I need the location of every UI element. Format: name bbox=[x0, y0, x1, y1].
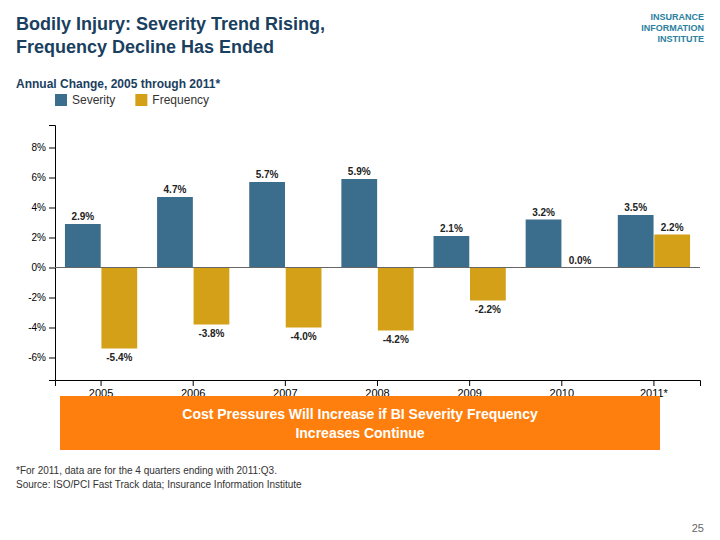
title: Bodily Injury: Severity Trend Rising, Fre… bbox=[16, 14, 325, 57]
data-label: 5.7% bbox=[256, 169, 279, 180]
legend: Severity Frequency bbox=[55, 93, 209, 107]
subtitle: Annual Change, 2005 through 2011* bbox=[16, 77, 220, 91]
y-tick-mark bbox=[49, 358, 55, 359]
y-tick: -4% bbox=[28, 322, 55, 333]
y-tick-mark bbox=[49, 178, 55, 179]
data-labels: 2.9% 4.7% 5.7% 5.9% 2.1% 3.2% 3.5% -5.4% -3.8% -4… bbox=[71, 166, 683, 363]
x-tick-mark bbox=[653, 380, 654, 386]
x-tick: 2006 bbox=[181, 380, 205, 399]
zero-line bbox=[55, 267, 700, 268]
data-label: 3.2% bbox=[532, 207, 555, 218]
bar bbox=[194, 268, 230, 325]
bars bbox=[65, 179, 690, 349]
x-tick: 2008 bbox=[365, 380, 389, 399]
legend-item: Frequency bbox=[135, 93, 209, 107]
bar bbox=[434, 236, 470, 268]
bar bbox=[470, 268, 506, 301]
legend-swatch bbox=[135, 94, 147, 106]
logo-text: INSTITUTE bbox=[658, 34, 705, 44]
y-tick-label: -2% bbox=[28, 292, 46, 303]
data-label: -3.8% bbox=[198, 328, 224, 339]
y-tick-label: 8% bbox=[32, 142, 47, 153]
x-tick-mark bbox=[285, 380, 286, 386]
x-tick: 2011* bbox=[640, 380, 669, 399]
y-axis-line bbox=[49, 126, 56, 381]
title-line: Frequency Decline Has Ended bbox=[16, 37, 274, 57]
bar bbox=[286, 268, 322, 328]
x-tick-mark bbox=[561, 380, 562, 386]
data-label: 5.9% bbox=[348, 166, 371, 177]
y-tick-mark bbox=[49, 268, 55, 269]
data-label: 2.9% bbox=[71, 211, 94, 222]
y-tick-mark bbox=[49, 298, 55, 299]
bar bbox=[65, 224, 101, 268]
data-label: 3.5% bbox=[624, 202, 647, 213]
y-axis: -6% -4% -2% 0% 2% 4% 6% 8% bbox=[28, 126, 55, 381]
data-label: -4.2% bbox=[383, 334, 409, 345]
y-tick: -2% bbox=[28, 292, 55, 303]
footer-box bbox=[60, 396, 660, 450]
x-tick-mark bbox=[377, 380, 378, 386]
legend-swatch bbox=[55, 94, 67, 106]
footnote: Source: ISO/PCI Fast Track data; Insuran… bbox=[16, 479, 302, 490]
y-tick-label: -4% bbox=[28, 322, 46, 333]
bar bbox=[618, 215, 654, 268]
title-line: Bodily Injury: Severity Trend Rising, bbox=[16, 14, 325, 34]
legend-label: Severity bbox=[72, 93, 115, 107]
x-tick-mark bbox=[469, 380, 470, 386]
logo-text: INSURANCE bbox=[650, 12, 704, 22]
x-tick-mark bbox=[101, 380, 102, 386]
data-label: 2.2% bbox=[661, 222, 684, 233]
x-axis: 2005 2006 2007 2008 2009 2010 2011* bbox=[56, 380, 701, 399]
bar bbox=[249, 182, 285, 268]
footnote: *For 2011, data are for the 4 quarters e… bbox=[16, 465, 277, 476]
y-tick-mark bbox=[49, 238, 55, 239]
y-tick-label: 4% bbox=[32, 202, 47, 213]
bar bbox=[341, 179, 377, 268]
x-tick: 2010 bbox=[550, 380, 574, 399]
data-label: 0.0% bbox=[569, 255, 592, 266]
logo-text: INFORMATION bbox=[641, 23, 704, 33]
data-label: -4.0% bbox=[291, 331, 317, 342]
y-tick-mark bbox=[49, 328, 55, 329]
legend-label: Frequency bbox=[152, 93, 209, 107]
footer-text: Cost Pressures Will Increase if BI Sever… bbox=[182, 406, 538, 441]
data-label: -5.4% bbox=[106, 352, 132, 363]
y-tick-label: -6% bbox=[28, 352, 46, 363]
legend-item: Severity bbox=[55, 93, 115, 107]
footer-text-line: Increases Continue bbox=[295, 425, 424, 441]
data-label: -2.2% bbox=[475, 304, 501, 315]
y-tick-label: 6% bbox=[32, 172, 47, 183]
y-tick-mark bbox=[49, 148, 55, 149]
bar bbox=[654, 235, 690, 268]
bar bbox=[378, 268, 414, 331]
x-tick-mark bbox=[193, 380, 194, 386]
plot: -6%-4%-2%0%2%4%6%8%200520062007200820092… bbox=[28, 126, 700, 399]
bar bbox=[157, 197, 193, 268]
y-tick-label: 2% bbox=[32, 232, 47, 243]
data-label: 2.1% bbox=[440, 223, 463, 234]
y-tick-label: 0% bbox=[32, 262, 47, 273]
y-tick: 0% bbox=[32, 262, 55, 273]
x-tick: 2007 bbox=[273, 380, 297, 399]
chart: Bodily Injury: Severity Trend Rising, Fre… bbox=[0, 0, 720, 540]
y-tick: 6% bbox=[32, 172, 55, 183]
y-tick: 8% bbox=[32, 142, 55, 153]
x-axis-line bbox=[56, 381, 701, 387]
footer-text-line: Cost Pressures Will Increase if BI Sever… bbox=[182, 406, 538, 422]
y-tick-mark bbox=[49, 208, 55, 209]
y-tick: 4% bbox=[32, 202, 55, 213]
x-tick: 2005 bbox=[89, 380, 113, 399]
data-label: 4.7% bbox=[164, 184, 187, 195]
page-number: 25 bbox=[692, 522, 704, 534]
bar bbox=[526, 220, 562, 268]
y-tick: -6% bbox=[28, 352, 55, 363]
y-tick: 2% bbox=[32, 232, 55, 243]
bar bbox=[101, 268, 137, 349]
x-tick: 2009 bbox=[457, 380, 481, 399]
